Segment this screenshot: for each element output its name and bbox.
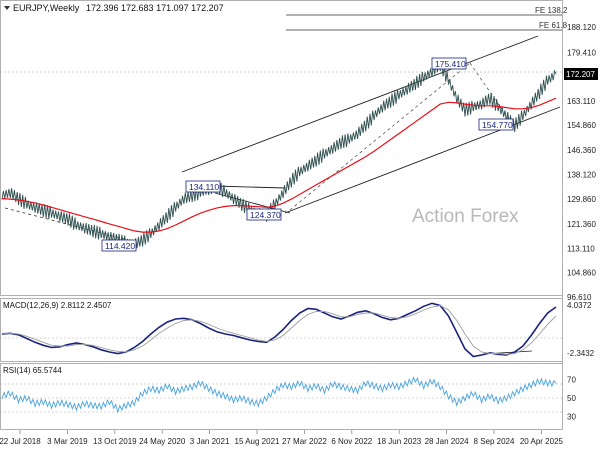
watermark: Action Forex xyxy=(412,206,519,227)
price-y-tick: 179.410 xyxy=(567,49,596,58)
x-tick-label: 18 Jun 2023 xyxy=(377,437,422,446)
rsi-series-group xyxy=(1,376,557,414)
symbol-label: EURJPY,Weekly xyxy=(13,3,80,13)
price-level-label: 134.110 xyxy=(189,182,219,192)
macd-y-tick: -2.3432 xyxy=(567,349,595,358)
macd-title: MACD(12,26,9) 2.8112 2.4507 xyxy=(3,301,112,310)
rsi-y-tick: 50 xyxy=(567,394,576,403)
x-tick-label: 6 Nov 2022 xyxy=(331,437,372,446)
price-level-label: 114.420 xyxy=(105,241,135,251)
x-tick-label: 13 Oct 2019 xyxy=(93,437,137,446)
price-line xyxy=(1,60,557,250)
x-tick-label: 20 Apr 2025 xyxy=(520,437,564,446)
price-y-tick: 154.860 xyxy=(567,121,596,130)
last-price-label: 172.207 xyxy=(566,70,595,79)
x-tick-label: 22 Jul 2018 xyxy=(0,437,41,446)
price-panel-frame xyxy=(0,0,563,296)
price-y-tick: 104.860 xyxy=(567,269,596,278)
ohlc-values: 172.396 172.683 171.097 172.207 xyxy=(86,3,224,13)
x-tick-label: 3 Jan 2021 xyxy=(190,437,230,446)
price-level-box xyxy=(478,118,514,131)
price-y-tick: 96.610 xyxy=(567,293,592,302)
price-level-box xyxy=(431,57,467,70)
price-series-group xyxy=(1,60,557,250)
price-level-label: 124.370 xyxy=(250,210,281,220)
x-tick-label: 3 Mar 2019 xyxy=(47,437,88,446)
fe-61-label: FE 61.8 xyxy=(539,21,568,30)
price-y-tick: 129.860 xyxy=(567,195,596,204)
macd-y-tick: 4.0372 xyxy=(567,301,592,310)
price-label-group: 175.410 134.110 124.370 114.420 154.770 xyxy=(101,57,514,252)
price-y-tick: 113.110 xyxy=(567,244,595,253)
price-level-box xyxy=(101,239,137,252)
macd-line xyxy=(1,302,557,358)
price-level-label: 154.770 xyxy=(482,120,513,130)
rsi-panel-frame xyxy=(0,363,563,430)
channel-upper-line xyxy=(181,35,539,173)
price-y-tick: 188.120 xyxy=(567,23,596,32)
rsi-y-tick: 70 xyxy=(567,375,576,384)
triangle-upper-line xyxy=(214,185,286,189)
x-tick-label: 24 May 2020 xyxy=(139,437,186,446)
ma-line xyxy=(1,97,557,233)
macd-series-group xyxy=(1,302,557,358)
rsi-y-tick: 30 xyxy=(567,413,576,422)
rsi-title: RSI(14) 65.5744 xyxy=(3,366,62,375)
axis-group: 188.120179.410171.730163.110154.860146.3… xyxy=(0,23,598,446)
rsi-line xyxy=(1,376,557,414)
x-tick-label: 27 Mar 2022 xyxy=(282,437,327,446)
price-level-box xyxy=(246,208,282,221)
price-level-box xyxy=(185,180,221,193)
macd-signal-line xyxy=(2,305,557,355)
x-tick-label: 28 Jan 2024 xyxy=(425,437,470,446)
price-y-tick: 146.360 xyxy=(567,146,596,155)
price-y-tick: 121.360 xyxy=(567,220,596,229)
price-level-label: 175.410 xyxy=(435,59,466,69)
dropdown-triangle-icon[interactable] xyxy=(4,6,10,10)
x-tick-label: 8 Sep 2024 xyxy=(474,437,515,446)
dashed-trend-low xyxy=(4,207,141,244)
dashed-trend-rise xyxy=(289,62,471,211)
last-price-badge xyxy=(564,68,598,80)
price-y-tick: 138.120 xyxy=(567,171,596,180)
fe-138-label: FE 138.2 xyxy=(535,6,568,15)
x-tick-label: 15 Aug 2021 xyxy=(235,437,280,446)
price-y-tick: 163.110 xyxy=(567,97,596,106)
